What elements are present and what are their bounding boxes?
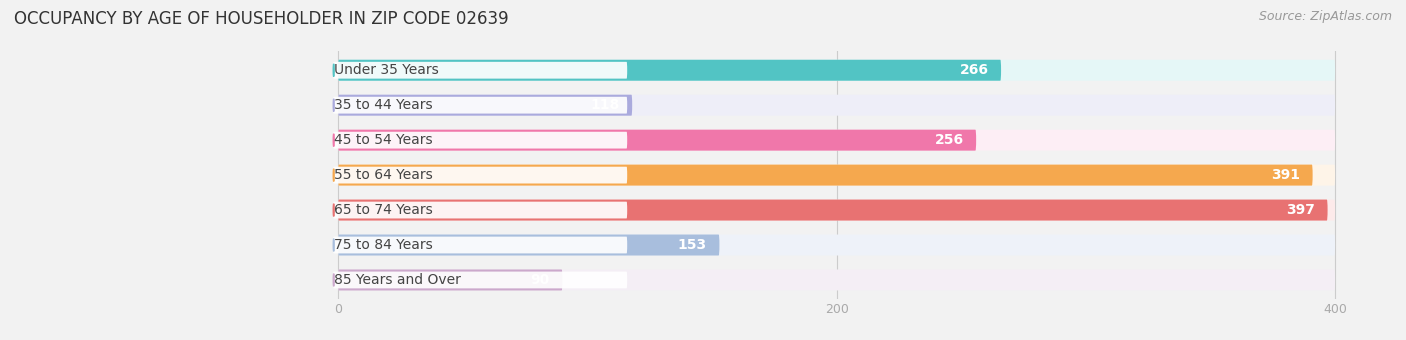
Text: 397: 397: [1286, 203, 1315, 217]
FancyBboxPatch shape: [337, 200, 1327, 221]
FancyBboxPatch shape: [333, 97, 627, 114]
FancyBboxPatch shape: [337, 130, 1336, 151]
FancyBboxPatch shape: [337, 60, 1001, 81]
Text: 55 to 64 Years: 55 to 64 Years: [335, 168, 433, 182]
FancyBboxPatch shape: [337, 130, 976, 151]
Text: 45 to 54 Years: 45 to 54 Years: [335, 133, 433, 147]
Text: 90: 90: [530, 273, 550, 287]
FancyBboxPatch shape: [337, 60, 1336, 81]
Text: 85 Years and Over: 85 Years and Over: [335, 273, 461, 287]
Text: 35 to 44 Years: 35 to 44 Years: [335, 98, 433, 112]
Text: 266: 266: [960, 63, 988, 77]
FancyBboxPatch shape: [337, 235, 720, 255]
FancyBboxPatch shape: [333, 237, 627, 253]
Text: 75 to 84 Years: 75 to 84 Years: [335, 238, 433, 252]
FancyBboxPatch shape: [333, 202, 627, 218]
FancyBboxPatch shape: [337, 165, 1336, 186]
Text: 256: 256: [935, 133, 963, 147]
FancyBboxPatch shape: [333, 132, 627, 149]
FancyBboxPatch shape: [337, 95, 1336, 116]
FancyBboxPatch shape: [337, 165, 1313, 186]
Text: Under 35 Years: Under 35 Years: [335, 63, 439, 77]
Text: Source: ZipAtlas.com: Source: ZipAtlas.com: [1258, 10, 1392, 23]
FancyBboxPatch shape: [337, 200, 1336, 221]
Text: 118: 118: [591, 98, 620, 112]
FancyBboxPatch shape: [337, 270, 1336, 290]
FancyBboxPatch shape: [333, 167, 627, 184]
FancyBboxPatch shape: [333, 272, 627, 288]
Text: 153: 153: [678, 238, 707, 252]
FancyBboxPatch shape: [333, 62, 627, 79]
Text: OCCUPANCY BY AGE OF HOUSEHOLDER IN ZIP CODE 02639: OCCUPANCY BY AGE OF HOUSEHOLDER IN ZIP C…: [14, 10, 509, 28]
FancyBboxPatch shape: [337, 270, 562, 290]
Text: 391: 391: [1271, 168, 1301, 182]
FancyBboxPatch shape: [337, 235, 1336, 255]
Text: 65 to 74 Years: 65 to 74 Years: [335, 203, 433, 217]
FancyBboxPatch shape: [337, 95, 633, 116]
